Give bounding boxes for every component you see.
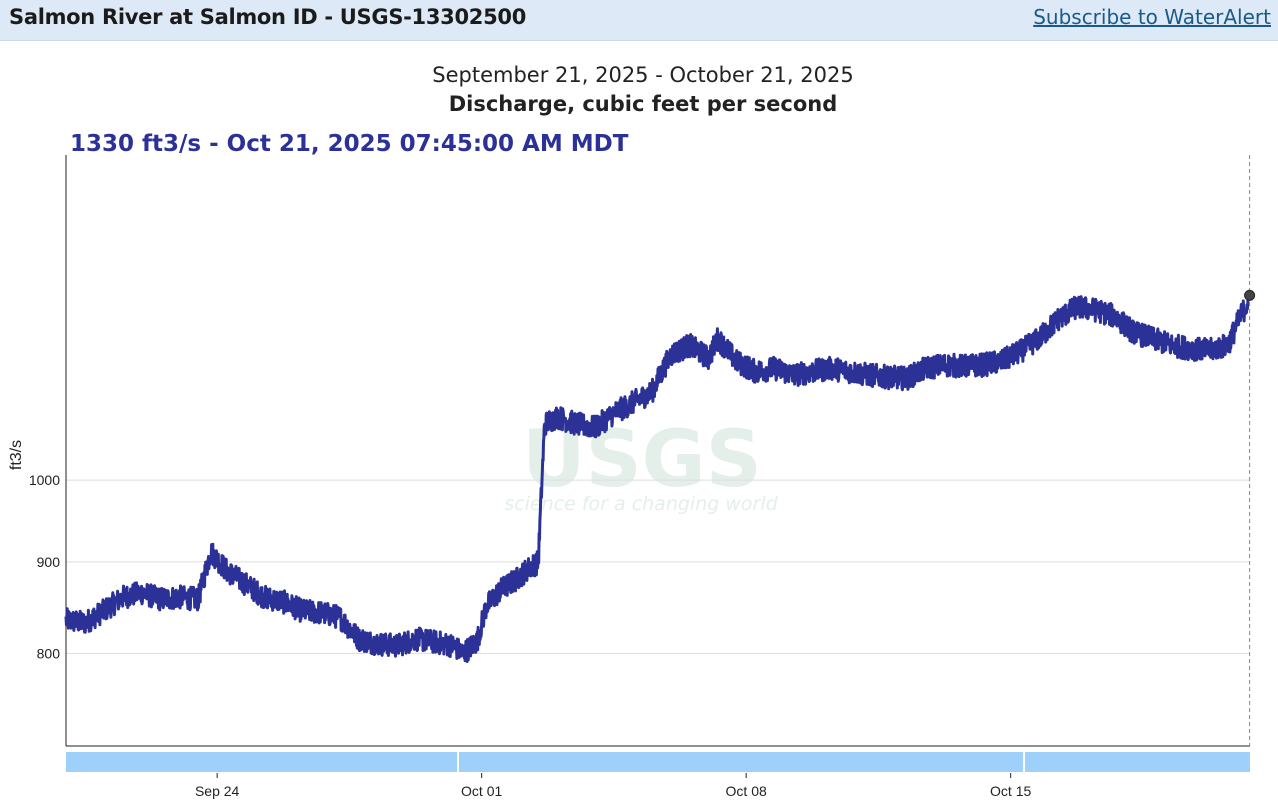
top-bar: Salmon River at Salmon ID - USGS-1330250… — [0, 0, 1278, 41]
x-tick-label: Oct 08 — [726, 783, 767, 799]
y-tick-label: 1000 — [29, 472, 60, 488]
watermark-tagline: science for a changing world — [504, 493, 778, 515]
y-tick-label: 900 — [37, 554, 61, 570]
cursor-point — [1244, 289, 1256, 301]
current-reading: 1330 ft3/s - Oct 21, 2025 07:45:00 AM MD… — [70, 131, 629, 157]
brush-segment[interactable] — [66, 752, 457, 772]
y-gridlines — [66, 479, 1250, 654]
x-tick-label: Oct 15 — [990, 783, 1031, 799]
y-tick-label: 800 — [37, 645, 61, 661]
discharge-line — [64, 289, 1252, 663]
time-brush[interactable] — [66, 752, 1250, 772]
discharge-series — [64, 289, 1252, 663]
x-tick-label: Oct 01 — [461, 783, 502, 799]
x-tick-label: Sep 24 — [195, 783, 240, 799]
cursor-layer — [1244, 155, 1256, 746]
site-title: Salmon River at Salmon ID - USGS-1330250… — [9, 5, 527, 29]
chart-date-range: September 21, 2025 - October 21, 2025 — [432, 63, 854, 87]
brush-segment[interactable] — [1025, 752, 1250, 772]
chart-parameter-title: Discharge, cubic feet per second — [448, 92, 838, 116]
brush-segment[interactable] — [459, 752, 1023, 772]
y-axis-label: ft3/s — [8, 440, 25, 470]
subscribe-wateralert-link[interactable]: Subscribe to WaterAlert — [1033, 5, 1271, 29]
